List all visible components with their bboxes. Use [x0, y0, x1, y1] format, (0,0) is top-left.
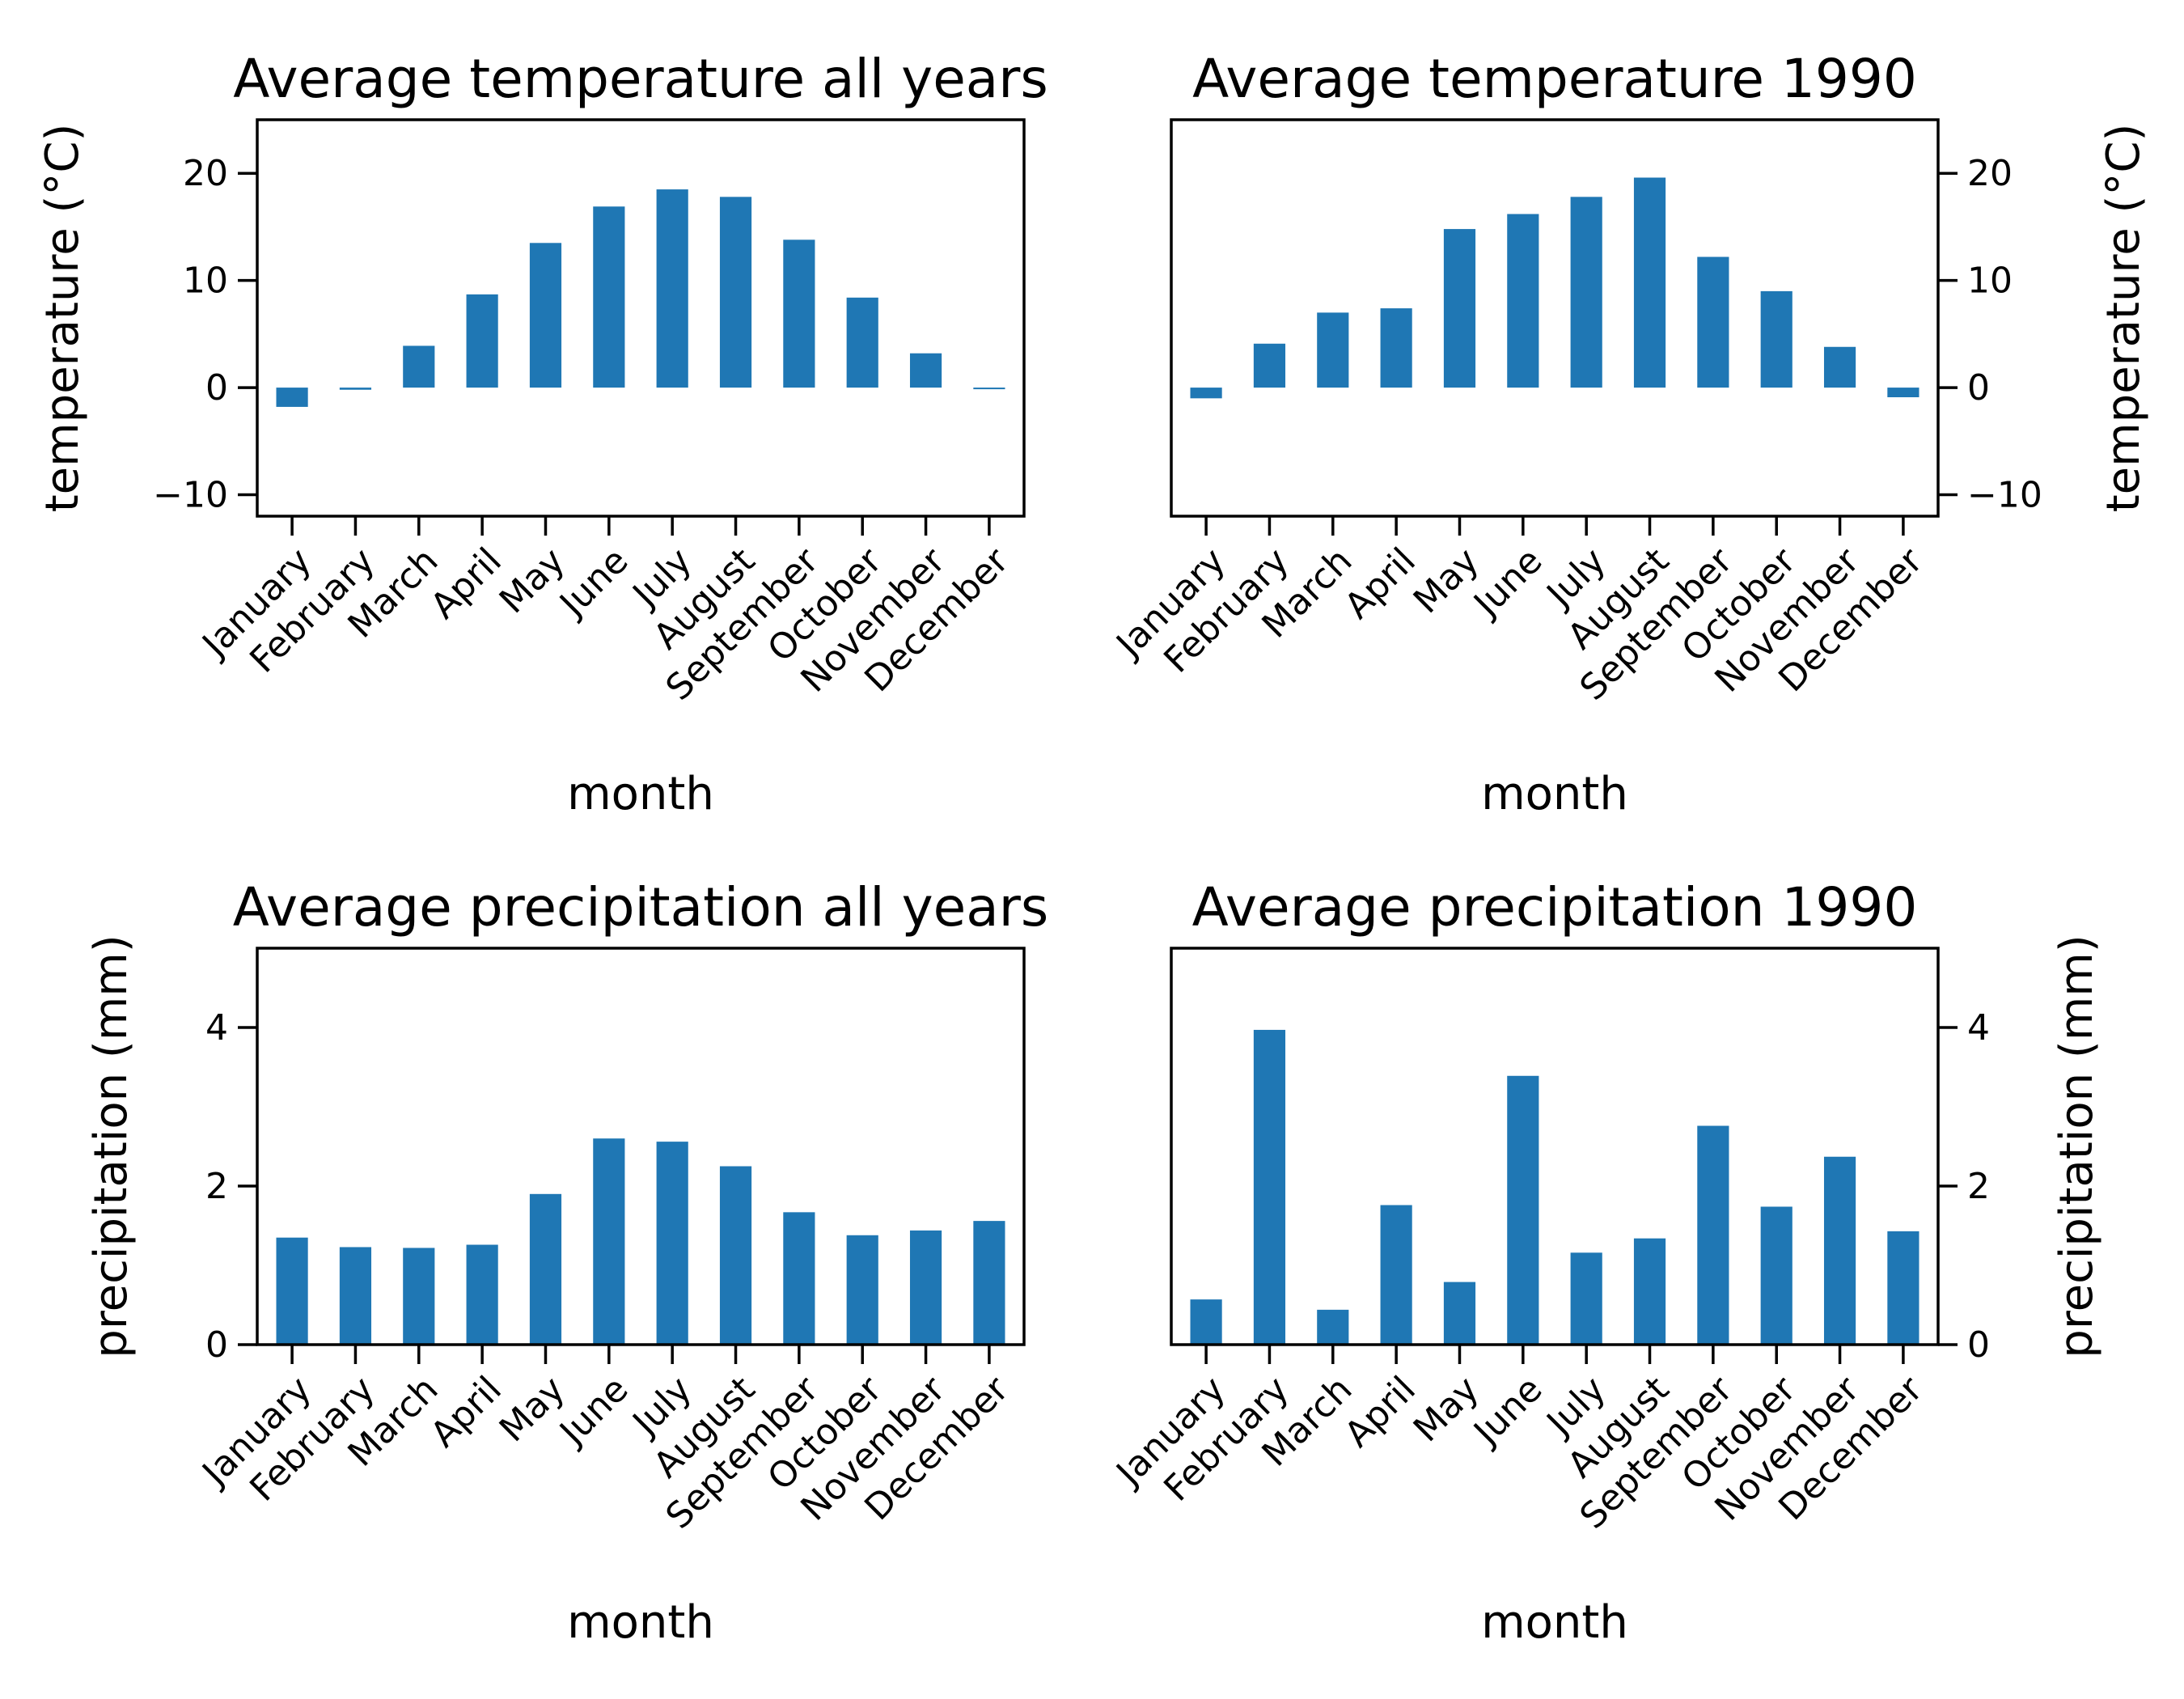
bar-august: [1633, 1238, 1666, 1345]
axes-frame: [256, 947, 1026, 1346]
y-tick-label: 10: [1967, 261, 2013, 302]
x-axis-label: month: [567, 1596, 714, 1649]
subplot-2: Average temperature 1990JanuaryFebruaryM…: [1107, 48, 2150, 820]
y-tick-label: −10: [153, 475, 228, 516]
bar-december: [1887, 388, 1919, 397]
bar-march: [1317, 1309, 1349, 1345]
bar-september: [783, 1212, 815, 1345]
bar-april: [1380, 308, 1412, 388]
y-tick-label: 4: [1967, 1007, 1990, 1049]
bar-july: [656, 1142, 688, 1345]
bar-november: [1823, 1156, 1856, 1345]
bar-may: [1443, 1282, 1476, 1345]
y-axis-label: temperature (°C): [2097, 124, 2150, 513]
bar-february: [1253, 343, 1286, 388]
bar-june: [593, 1138, 625, 1345]
bar-january: [276, 388, 308, 407]
chart-title: Average precipitation 1990: [1192, 876, 1918, 938]
bar-july: [656, 189, 688, 388]
x-tick-label: May: [492, 540, 573, 621]
bar-december: [1887, 1231, 1919, 1345]
bar-february: [339, 388, 372, 390]
y-tick-label: 10: [183, 261, 228, 302]
bar-october: [1760, 290, 1792, 388]
bar-april: [466, 294, 498, 388]
bar-may: [529, 1193, 562, 1345]
bar-july: [1570, 197, 1602, 388]
x-tick-label: April: [1337, 1369, 1424, 1455]
y-tick-label: 20: [183, 153, 228, 194]
x-tick-label: May: [492, 1369, 573, 1450]
subplot-1: Average temperature all yearsJanuaryFebr…: [36, 48, 1048, 820]
bar-june: [593, 206, 625, 388]
bar-january: [276, 1237, 308, 1345]
bar-march: [403, 1248, 435, 1345]
x-tick-label: June: [1465, 540, 1551, 626]
bar-november: [909, 1230, 942, 1345]
y-axis-label: temperature (°C): [36, 124, 89, 513]
bar-december: [973, 388, 1005, 390]
x-tick-label: May: [1406, 1369, 1487, 1450]
bar-january: [1190, 1299, 1222, 1345]
axes-frame: [256, 118, 1026, 518]
y-tick-label: 0: [205, 367, 228, 409]
chart-title: Average precipitation all years: [233, 876, 1049, 938]
x-tick-label: April: [423, 1369, 510, 1455]
y-tick-label: 2: [205, 1166, 228, 1207]
x-tick-label: April: [1337, 540, 1424, 627]
x-tick-label: June: [1465, 1369, 1551, 1455]
bar-august: [719, 197, 752, 388]
y-tick-label: 2: [1967, 1166, 1990, 1207]
bar-december: [973, 1221, 1005, 1345]
x-tick-label: May: [1406, 540, 1487, 621]
y-axis-label: precipitation (mm): [2051, 934, 2103, 1358]
bar-may: [529, 243, 562, 388]
bar-august: [1633, 177, 1666, 388]
y-tick-label: 0: [1967, 1324, 1990, 1366]
bar-march: [1317, 312, 1349, 388]
y-axis-label: precipitation (mm): [85, 934, 138, 1358]
bar-october: [846, 1235, 878, 1345]
y-tick-label: 0: [1967, 367, 1990, 409]
x-axis-label: month: [1481, 768, 1628, 820]
bar-june: [1507, 214, 1539, 388]
bar-september: [1697, 1125, 1729, 1345]
y-tick-label: −10: [1967, 475, 2042, 516]
x-tick-label: June: [551, 540, 637, 626]
subplot-3: Average precipitation all yearsJanuaryFe…: [85, 876, 1048, 1649]
chart-title: Average temperature 1990: [1192, 48, 1917, 110]
axes-frame: [1170, 947, 1940, 1346]
bar-february: [1253, 1029, 1286, 1345]
axes-frame: [1170, 118, 1940, 518]
chart-title: Average temperature all years: [233, 48, 1048, 110]
bar-october: [1760, 1206, 1792, 1345]
y-tick-label: 4: [205, 1007, 228, 1049]
bar-october: [846, 297, 878, 388]
y-tick-label: 20: [1967, 153, 2013, 194]
x-tick-label: April: [423, 540, 510, 627]
subplot-4: Average precipitation 1990JanuaryFebruar…: [1107, 876, 2103, 1649]
bar-august: [719, 1166, 752, 1345]
y-tick-label: 0: [205, 1324, 228, 1366]
x-tick-label: June: [551, 1369, 637, 1455]
bar-march: [403, 345, 435, 388]
bar-april: [1380, 1205, 1412, 1345]
bar-november: [909, 353, 942, 388]
bar-november: [1823, 346, 1856, 388]
x-axis-label: month: [1481, 1596, 1628, 1649]
bar-september: [783, 239, 815, 388]
bar-july: [1570, 1252, 1602, 1345]
bar-february: [339, 1247, 372, 1345]
bar-june: [1507, 1075, 1539, 1345]
bar-january: [1190, 388, 1222, 399]
bar-april: [466, 1244, 498, 1345]
bar-september: [1697, 256, 1729, 388]
x-axis-label: month: [567, 768, 714, 820]
bar-may: [1443, 229, 1476, 388]
